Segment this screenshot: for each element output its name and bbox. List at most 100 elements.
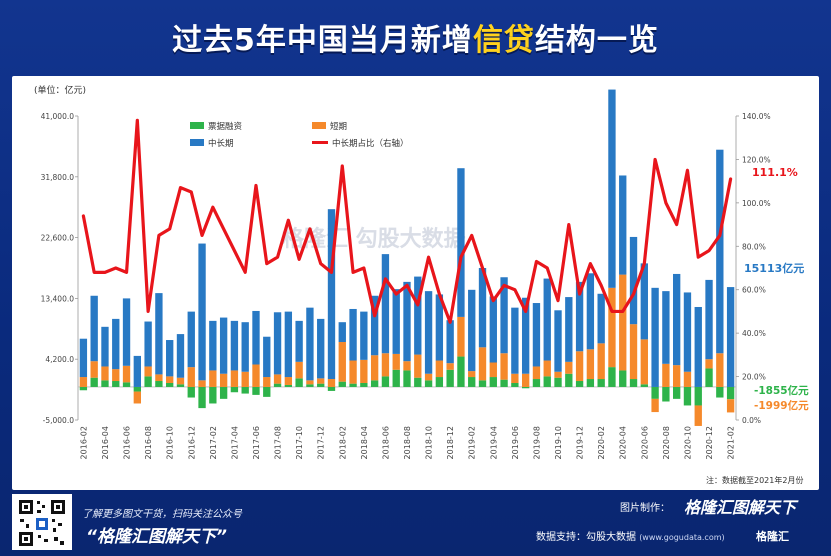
bar-bills	[349, 383, 357, 387]
bar-long	[252, 310, 260, 365]
bar-bills	[90, 377, 98, 387]
bar-bills	[500, 379, 508, 387]
bar-short	[198, 380, 206, 387]
bar-short	[683, 371, 692, 387]
bar-bills	[575, 381, 584, 387]
y-tick-label: 22,600.0	[41, 234, 75, 243]
x-tick-label: 2019-12	[576, 426, 585, 459]
y2-tick-label: 100.0%	[742, 199, 771, 208]
x-tick-label: 2019-08	[532, 426, 541, 459]
bar-short	[435, 360, 444, 378]
bar-long	[651, 287, 659, 387]
bar-short	[144, 366, 152, 377]
bar-bills	[198, 386, 206, 409]
bar-short	[101, 366, 109, 381]
bar-long	[597, 293, 605, 344]
bar-bills	[101, 380, 109, 387]
x-tick-label: 2018-06	[381, 426, 390, 459]
y2-tick-label: 20.0%	[742, 373, 766, 382]
bar-short	[511, 373, 519, 383]
x-tick-label: 2018-12	[446, 426, 455, 459]
y-tick-label: 41,000.0	[41, 112, 75, 121]
x-tick-label: 2016-12	[187, 426, 196, 459]
bills-last-label: -1855亿元	[754, 384, 809, 397]
bar-bills	[295, 378, 303, 387]
bar-long	[90, 295, 98, 362]
bar-long	[705, 279, 713, 360]
x-tick-label: 2019-10	[554, 426, 563, 459]
y-tick-label: 13,400.0	[41, 294, 75, 303]
footer-note: 了解更多图文干货，扫码关注公众号	[82, 509, 242, 520]
x-tick-label: 2019-06	[511, 426, 520, 459]
bar-bills	[565, 373, 573, 387]
bar-short	[608, 287, 616, 368]
bar-bills	[414, 377, 422, 387]
bar-long	[284, 311, 293, 378]
bar-short	[554, 371, 562, 378]
footer-support: 数据支持：勾股大数据 (www.gogudata.com)	[536, 528, 725, 543]
bar-bills	[122, 382, 131, 387]
bar-bills	[608, 367, 616, 387]
bar-bills	[489, 377, 497, 387]
bar-long	[673, 273, 681, 366]
bar-long	[112, 318, 120, 370]
bar-short	[112, 369, 120, 382]
ratio-line	[81, 118, 733, 324]
bar-bills	[317, 383, 325, 387]
bar-short	[90, 361, 98, 378]
bar-long	[327, 209, 336, 380]
footer-brand: 格隆汇图解天下	[684, 498, 797, 517]
bar-short	[273, 374, 282, 384]
x-tick-label: 2018-08	[403, 426, 412, 459]
footer-support-label: 数据支持：勾股大数据	[536, 532, 636, 543]
y2-tick-label: 140.0%	[742, 112, 771, 121]
bar-long	[122, 298, 131, 366]
bar-bills	[446, 369, 454, 387]
bar-bills	[651, 386, 659, 399]
bar-bills	[478, 380, 487, 387]
bar-bills	[673, 386, 681, 399]
bar-short	[640, 339, 648, 385]
bar-short	[705, 359, 713, 369]
x-tick-label: 2020-04	[619, 426, 628, 459]
bar-long	[640, 263, 648, 340]
bar-short	[370, 355, 379, 381]
x-tick-label: 2020-06	[640, 426, 649, 459]
bar-bills	[381, 376, 390, 387]
bar-long	[273, 312, 282, 375]
bar-long	[457, 168, 465, 317]
bar-bills	[662, 386, 670, 402]
bar-bills	[219, 386, 228, 399]
bar-long	[446, 320, 454, 364]
x-tick-label: 2018-10	[425, 426, 434, 459]
x-tick-label: 2016-10	[166, 426, 175, 459]
x-tick-label: 2018-04	[360, 426, 369, 459]
bar-bills	[683, 386, 692, 406]
legend-short-label: 短期	[330, 121, 347, 132]
bar-short	[489, 362, 497, 378]
bar-bills	[511, 382, 519, 387]
bar-long	[349, 308, 357, 361]
bar-long	[478, 268, 487, 348]
bar-bills	[457, 356, 465, 387]
x-tick-label: 2017-04	[230, 426, 239, 459]
x-tick-label: 2019-04	[489, 426, 498, 459]
y-tick-label: 31,800.0	[41, 173, 75, 182]
chart-panel: 格隆汇 勾股大数据 (单位：亿元) -5,000.0 4,200.0 13,400.0 2…	[12, 76, 819, 490]
bar-bills	[338, 381, 346, 387]
title-prefix: 过去5年中国当月新增	[172, 23, 473, 58]
bar-bills	[370, 380, 379, 387]
bar-short	[79, 377, 88, 387]
bar-long	[187, 311, 195, 368]
bar-long	[155, 293, 163, 375]
y2-tick-label: 0.0%	[742, 416, 761, 425]
bar-short	[263, 377, 271, 387]
x-tick-label: 2017-02	[209, 426, 218, 459]
bar-short	[252, 364, 260, 387]
bar-long	[338, 322, 346, 343]
bar-long	[575, 281, 584, 352]
bar-short	[349, 360, 357, 384]
bar-bills	[726, 386, 735, 400]
short-last-label: -1999亿元	[754, 399, 809, 412]
bar-bills	[133, 386, 141, 392]
